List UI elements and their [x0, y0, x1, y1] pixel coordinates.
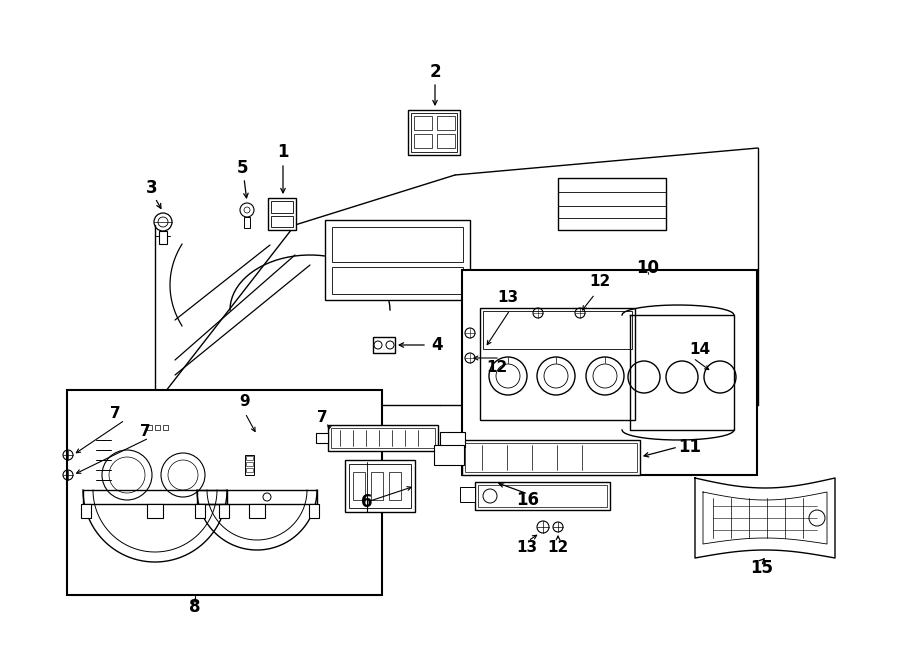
- Bar: [373, 337, 395, 353]
- Text: 12: 12: [547, 541, 569, 555]
- Bar: [147, 504, 163, 518]
- Bar: [408, 110, 460, 155]
- Bar: [411, 113, 457, 152]
- Bar: [81, 504, 91, 518]
- Text: 5: 5: [238, 159, 248, 177]
- Bar: [325, 220, 470, 300]
- Bar: [345, 460, 415, 512]
- Bar: [353, 472, 365, 500]
- Bar: [558, 178, 666, 230]
- Bar: [349, 464, 411, 508]
- Bar: [268, 198, 296, 230]
- Bar: [437, 116, 455, 130]
- Bar: [271, 216, 293, 227]
- Bar: [331, 428, 435, 448]
- Text: 10: 10: [636, 259, 660, 277]
- Text: 9: 9: [239, 395, 250, 410]
- Bar: [155, 425, 160, 430]
- Bar: [219, 504, 229, 518]
- Bar: [271, 201, 293, 213]
- Bar: [465, 443, 637, 472]
- Bar: [147, 425, 152, 430]
- Bar: [309, 504, 319, 518]
- Bar: [244, 217, 250, 228]
- Bar: [389, 472, 401, 500]
- Bar: [249, 504, 265, 518]
- Bar: [440, 432, 465, 447]
- Bar: [246, 456, 253, 460]
- Text: 8: 8: [189, 598, 201, 616]
- Text: 15: 15: [751, 559, 773, 577]
- Text: 7: 7: [317, 410, 328, 426]
- Bar: [159, 231, 167, 244]
- Bar: [414, 134, 432, 148]
- Bar: [478, 485, 607, 507]
- Text: 1: 1: [277, 143, 289, 161]
- Text: 13: 13: [517, 541, 537, 555]
- Bar: [462, 440, 640, 475]
- Bar: [483, 311, 632, 349]
- Bar: [246, 462, 253, 466]
- Bar: [434, 445, 464, 465]
- Text: 12: 12: [590, 274, 610, 290]
- Text: 11: 11: [679, 438, 701, 456]
- Text: 4: 4: [431, 336, 443, 354]
- Bar: [480, 308, 635, 420]
- Text: 12: 12: [486, 360, 508, 375]
- Bar: [245, 455, 254, 475]
- Bar: [332, 267, 463, 294]
- Bar: [462, 270, 757, 475]
- Text: 2: 2: [429, 63, 441, 81]
- Text: 7: 7: [140, 424, 150, 440]
- Bar: [371, 472, 383, 500]
- Text: 14: 14: [689, 342, 711, 358]
- Text: 6: 6: [361, 493, 373, 511]
- Bar: [460, 487, 475, 502]
- Bar: [195, 504, 205, 518]
- Bar: [332, 227, 463, 262]
- Text: 7: 7: [110, 405, 121, 420]
- Bar: [316, 433, 328, 443]
- Bar: [328, 425, 438, 451]
- Text: 13: 13: [498, 290, 518, 305]
- Bar: [414, 116, 432, 130]
- Bar: [67, 390, 382, 595]
- Bar: [475, 482, 610, 510]
- Text: 3: 3: [146, 179, 158, 197]
- Bar: [163, 425, 168, 430]
- Bar: [437, 134, 455, 148]
- Bar: [246, 468, 253, 472]
- Text: 16: 16: [517, 491, 539, 509]
